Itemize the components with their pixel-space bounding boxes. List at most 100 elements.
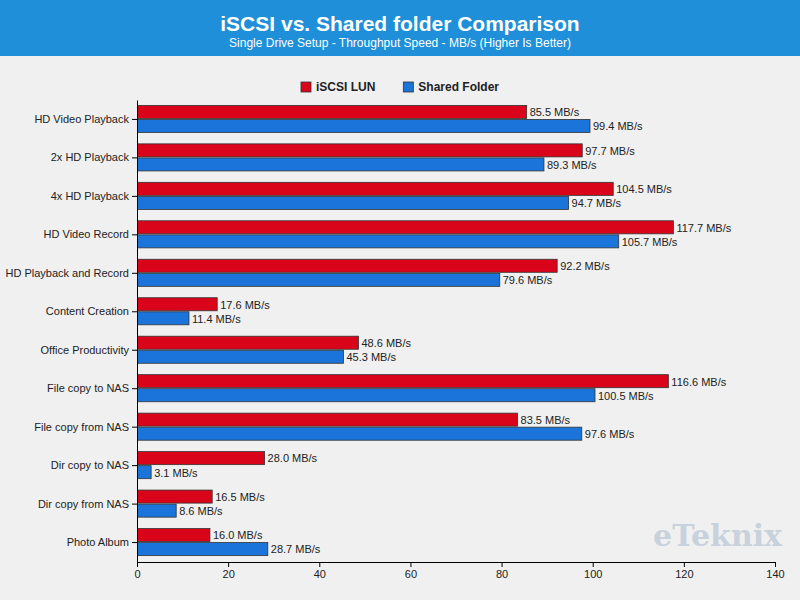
y-tick: HD Playback and Record (5, 267, 137, 279)
x-tick-mark (593, 562, 594, 567)
data-label: 3.1 MB/s (154, 467, 198, 479)
data-label: 104.5 MB/s (616, 183, 672, 195)
y-axis: HD Video Playback2x HD Playback4x HD Pla… (5, 101, 137, 563)
y-tick-mark (132, 350, 137, 351)
bar (137, 182, 613, 195)
x-tick-label: 40 (314, 568, 326, 580)
data-labels: 85.5 MB/s97.7 MB/s104.5 MB/s117.7 MB/s92… (154, 106, 732, 555)
data-label: 94.7 MB/s (572, 197, 622, 209)
x-tick-mark (775, 562, 776, 567)
data-label: 85.5 MB/s (530, 106, 580, 118)
y-tick-mark (132, 542, 137, 543)
x-tick-mark (319, 562, 320, 567)
bar (137, 221, 673, 234)
bar (137, 105, 527, 118)
data-label: 45.3 MB/s (346, 351, 396, 363)
y-tick-label: HD Video Record (44, 228, 129, 240)
x-tick: 60 (405, 562, 417, 580)
bar (137, 529, 210, 542)
y-tick: Dir copy from NAS (38, 498, 137, 510)
y-tick-mark (132, 234, 137, 235)
x-axis: 0 20 40 60 80 100 120 140 (134, 562, 784, 580)
x-tick-label: 120 (675, 568, 693, 580)
x-tick: 0 (134, 562, 140, 580)
data-label: 97.6 MB/s (585, 428, 635, 440)
data-label: 89.3 MB/s (547, 159, 597, 171)
y-tick-mark (132, 427, 137, 428)
bar (137, 336, 358, 349)
y-tick: HD Video Playback (34, 113, 137, 125)
x-tick-mark (502, 562, 503, 567)
bar (137, 427, 582, 440)
bar (137, 452, 265, 465)
legend-label: Shared Folder (418, 80, 499, 94)
x-tick: 80 (496, 562, 508, 580)
data-label: 16.5 MB/s (215, 491, 265, 503)
bar (137, 312, 189, 325)
y-tick: Photo Album (67, 536, 137, 548)
x-tick-mark (684, 562, 685, 567)
x-axis-line (138, 563, 776, 568)
x-tick: 20 (223, 562, 235, 580)
y-tick-label: Office Productivity (41, 344, 130, 356)
y-tick-mark (132, 157, 137, 158)
bar (137, 158, 544, 171)
y-tick-label: Dir copy from NAS (38, 498, 129, 510)
y-tick-label: HD Video Playback (34, 113, 129, 125)
bar (137, 389, 595, 402)
subtitle: Single Drive Setup - Throughput Speed - … (229, 36, 571, 50)
data-label: 116.6 MB/s (671, 376, 726, 388)
x-tick: 140 (766, 562, 784, 580)
x-tick-label: 100 (584, 568, 602, 580)
bar (137, 490, 212, 503)
y-tick: HD Video Record (44, 228, 137, 240)
data-label: 105.7 MB/s (622, 236, 678, 248)
legend-item: iSCSI LUN (301, 80, 375, 94)
data-label: 28.7 MB/s (271, 543, 321, 555)
watermark: eTeknix (653, 518, 783, 553)
y-tick-label: Dir copy to NAS (51, 459, 129, 471)
y-tick-label: HD Playback and Record (5, 267, 129, 279)
bar (137, 196, 569, 209)
y-tick-label: Content Creation (46, 305, 129, 317)
x-tick-mark (137, 562, 138, 567)
bar (137, 375, 668, 388)
data-label: 8.6 MB/s (179, 505, 223, 517)
x-tick-label: 80 (496, 568, 508, 580)
y-tick: Office Productivity (41, 344, 137, 356)
bar (137, 144, 582, 157)
data-label: 117.7 MB/s (676, 222, 731, 234)
y-tick: 2x HD Playback (51, 151, 137, 163)
data-label: 79.6 MB/s (503, 274, 553, 286)
plot: 85.5 MB/s97.7 MB/s104.5 MB/s117.7 MB/s92… (5, 101, 784, 580)
x-tick: 100 (584, 562, 602, 580)
title: iSCSI vs. Shared folder Comparison (220, 12, 579, 35)
x-tick-mark (410, 562, 411, 567)
data-label: 100.5 MB/s (598, 390, 654, 402)
y-tick-mark (132, 388, 137, 389)
y-tick-label: 2x HD Playback (51, 151, 130, 163)
x-tick-label: 20 (223, 568, 235, 580)
data-label: 48.6 MB/s (361, 337, 411, 349)
y-tick: File copy to NAS (47, 382, 137, 394)
x-tick-mark (228, 562, 229, 567)
bar (137, 350, 343, 363)
y-tick-label: File copy from NAS (34, 421, 129, 433)
data-label: 83.5 MB/s (521, 414, 571, 426)
x-tick: 40 (314, 562, 326, 580)
bars (137, 105, 673, 555)
bar (137, 119, 590, 132)
bar (137, 413, 518, 426)
x-tick-label: 60 (405, 568, 417, 580)
bar (137, 259, 557, 272)
y-tick-mark (132, 311, 137, 312)
y-tick: Dir copy to NAS (51, 459, 137, 471)
x-tick-label: 0 (134, 568, 140, 580)
y-tick-mark (132, 196, 137, 197)
data-label: 28.0 MB/s (268, 452, 318, 464)
y-tick-label: File copy to NAS (47, 382, 129, 394)
data-label: 92.2 MB/s (560, 260, 610, 272)
bar (137, 273, 500, 286)
chart: iSCSI vs. Shared folder ComparisonSingle… (0, 0, 800, 600)
x-tick-label: 140 (766, 568, 784, 580)
